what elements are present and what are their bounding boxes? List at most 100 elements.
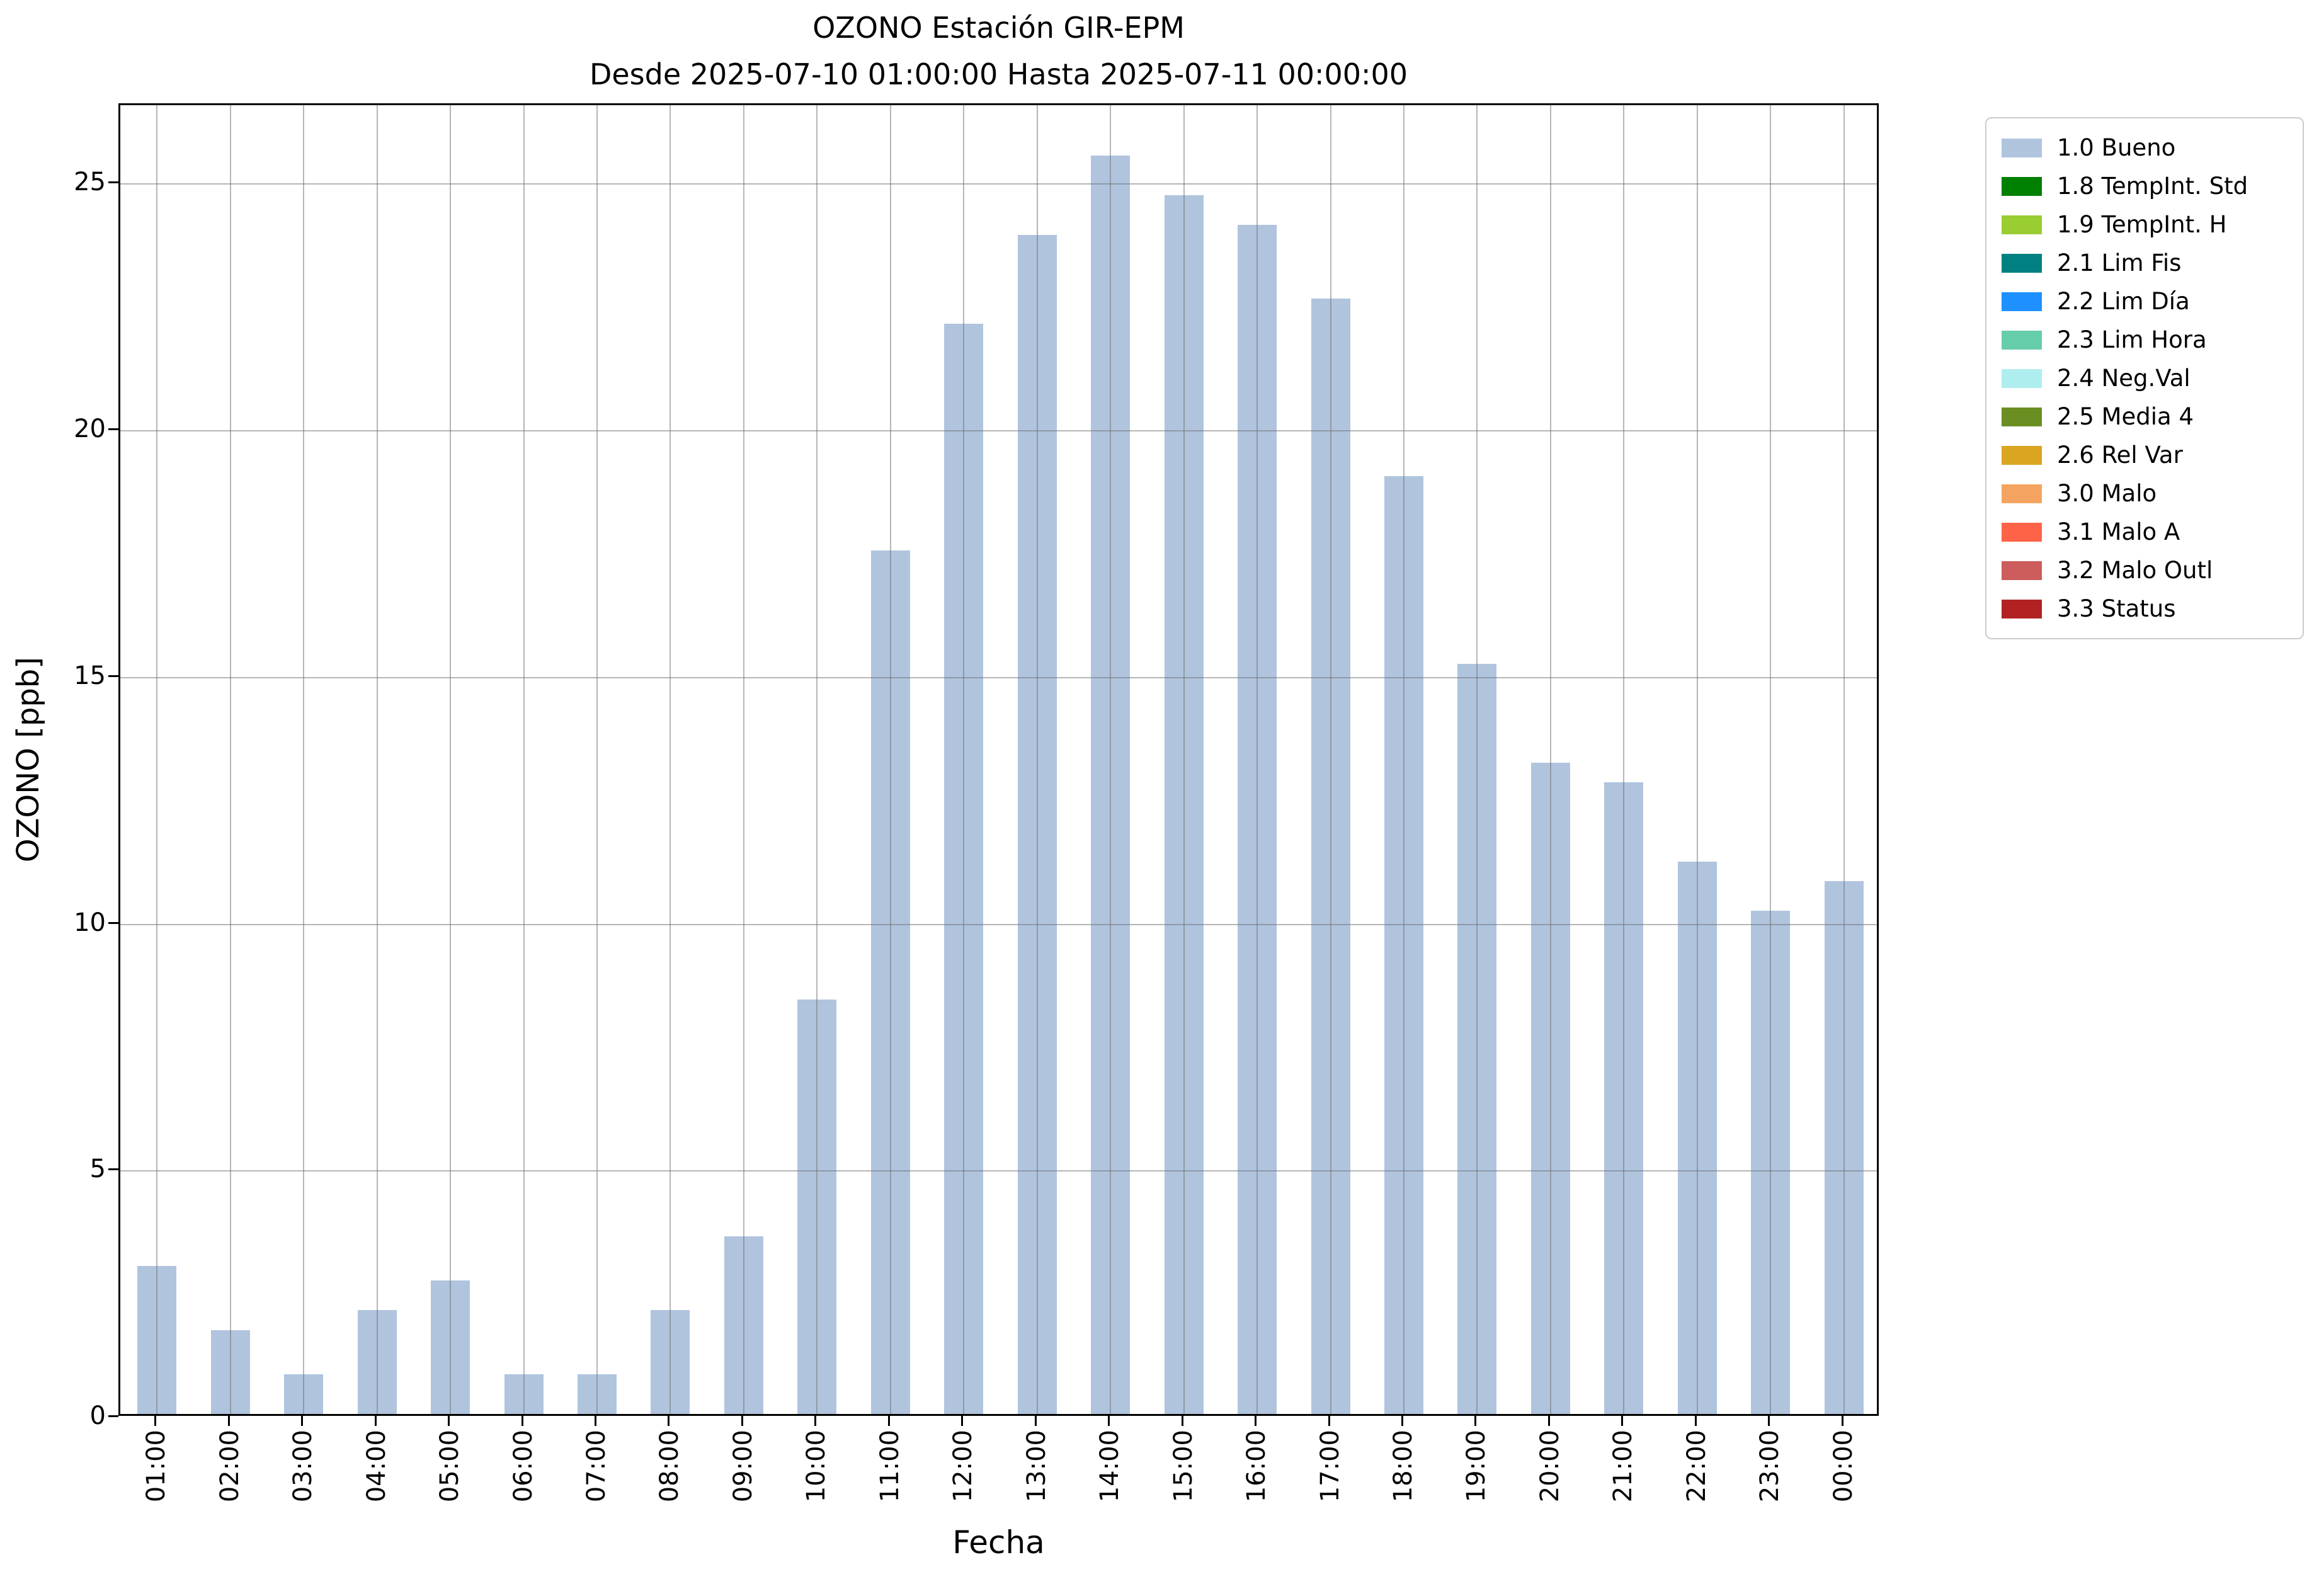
x-tick-mark: [1034, 1416, 1037, 1426]
y-tick-label: 0: [89, 1401, 106, 1430]
x-tick-label: 11:00: [875, 1430, 904, 1503]
legend-item: 1.9 TempInt. H: [2002, 205, 2288, 244]
v-gridline: [1770, 105, 1772, 1414]
v-gridline: [596, 105, 598, 1414]
v-gridline: [669, 105, 671, 1414]
legend-item: 3.1 Malo A: [2002, 513, 2288, 551]
x-tick-label: 10:00: [802, 1430, 831, 1503]
x-tick-mark: [1474, 1416, 1477, 1426]
v-gridline: [1110, 105, 1112, 1414]
legend-label: 2.4 Neg.Val: [2057, 365, 2191, 392]
v-gridline: [450, 105, 452, 1414]
x-tick-mark: [1255, 1416, 1257, 1426]
x-axis-label: Fecha: [952, 1524, 1045, 1561]
x-tick-mark: [1841, 1416, 1843, 1426]
y-tick-mark: [108, 1415, 118, 1417]
x-tick-label: 00:00: [1828, 1430, 1858, 1503]
v-gridline: [743, 105, 744, 1414]
legend-swatch-icon: [2002, 445, 2042, 465]
legend-swatch-icon: [2002, 292, 2042, 311]
legend-label: 2.2 Lim Día: [2057, 288, 2190, 315]
x-tick-label: 21:00: [1609, 1430, 1638, 1503]
x-tick-label: 23:00: [1755, 1430, 1785, 1503]
legend-swatch-icon: [2002, 215, 2042, 234]
chart-title: OZONO Estación GIR-EPM: [812, 11, 1185, 45]
y-tick-label: 10: [74, 908, 106, 937]
x-tick-label: 13:00: [1022, 1430, 1051, 1503]
legend-label: 3.1 Malo A: [2057, 518, 2180, 545]
v-gridline: [963, 105, 965, 1414]
x-tick-mark: [741, 1416, 743, 1426]
y-tick-mark: [108, 675, 118, 677]
h-gridline: [120, 1170, 1877, 1172]
legend-item: 2.1 Lim Fis: [2002, 244, 2288, 282]
legend-swatch-icon: [2002, 599, 2042, 618]
y-tick-label: 20: [74, 414, 106, 444]
x-tick-label: 18:00: [1389, 1430, 1418, 1503]
y-tick-mark: [108, 181, 118, 184]
legend-label: 1.9 TempInt. H: [2057, 211, 2227, 238]
legend-label: 1.8 TempInt. Std: [2057, 173, 2248, 200]
x-tick-label: 15:00: [1168, 1430, 1198, 1503]
x-tick-mark: [668, 1416, 670, 1426]
legend-item: 1.8 TempInt. Std: [2002, 167, 2288, 205]
x-tick-label: 16:00: [1242, 1430, 1272, 1503]
legend-label: 2.6 Rel Var: [2057, 442, 2183, 469]
x-tick-mark: [1181, 1416, 1183, 1426]
x-tick-mark: [374, 1416, 377, 1426]
legend-swatch-icon: [2002, 407, 2042, 426]
legend-label: 3.3 Status: [2057, 595, 2176, 622]
v-gridline: [229, 105, 231, 1414]
x-tick-mark: [227, 1416, 230, 1426]
y-tick-label: 15: [74, 661, 106, 690]
y-tick-mark: [108, 1168, 118, 1171]
v-gridline: [1330, 105, 1331, 1414]
legend-item: 3.3 Status: [2002, 590, 2288, 628]
x-tick-mark: [961, 1416, 964, 1426]
v-gridline: [1549, 105, 1551, 1414]
legend: 1.0 Bueno 1.8 TempInt. Std 1.9 TempInt. H 2…: [1985, 117, 2304, 639]
x-tick-mark: [521, 1416, 523, 1426]
x-tick-mark: [1694, 1416, 1697, 1426]
x-tick-mark: [1621, 1416, 1624, 1426]
legend-swatch-icon: [2002, 330, 2042, 350]
v-gridline: [1256, 105, 1258, 1414]
x-tick-label: 12:00: [949, 1430, 978, 1503]
v-gridline: [303, 105, 305, 1414]
v-gridline: [1036, 105, 1038, 1414]
legend-item: 2.4 Neg.Val: [2002, 359, 2288, 397]
y-tick-mark: [108, 921, 118, 924]
x-tick-label: 02:00: [215, 1430, 244, 1503]
legend-label: 2.5 Media 4: [2057, 403, 2194, 430]
v-gridline: [1843, 105, 1845, 1414]
legend-item: 3.0 Malo: [2002, 474, 2288, 513]
x-tick-label: 01:00: [142, 1430, 171, 1503]
legend-item: 1.0 Bueno: [2002, 128, 2288, 167]
legend-label: 2.3 Lim Hora: [2057, 326, 2207, 353]
x-tick-label: 07:00: [581, 1430, 611, 1503]
x-tick-mark: [1108, 1416, 1110, 1426]
h-gridline: [120, 676, 1877, 678]
v-gridline: [1403, 105, 1405, 1414]
legend-label: 2.1 Lim Fis: [2057, 249, 2182, 276]
v-gridline: [1183, 105, 1185, 1414]
x-tick-mark: [814, 1416, 817, 1426]
legend-item: 2.3 Lim Hora: [2002, 321, 2288, 359]
legend-swatch-icon: [2002, 138, 2042, 157]
x-tick-label: 03:00: [288, 1430, 318, 1503]
x-tick-mark: [154, 1416, 157, 1426]
v-gridline: [1476, 105, 1478, 1414]
legend-item: 2.6 Rel Var: [2002, 436, 2288, 474]
legend-label: 1.0 Bueno: [2057, 134, 2176, 161]
x-tick-label: 09:00: [728, 1430, 758, 1503]
legend-item: 3.2 Malo Outl: [2002, 551, 2288, 590]
v-gridline: [1696, 105, 1698, 1414]
x-tick-label: 14:00: [1095, 1430, 1125, 1503]
y-tick-label: 25: [74, 168, 106, 197]
y-axis-label-wrap: OZONO [ppb]: [4, 103, 53, 1416]
x-tick-label: 17:00: [1315, 1430, 1345, 1503]
x-tick-label: 06:00: [508, 1430, 538, 1503]
legend-swatch-icon: [2002, 522, 2042, 542]
v-gridline: [1623, 105, 1625, 1414]
